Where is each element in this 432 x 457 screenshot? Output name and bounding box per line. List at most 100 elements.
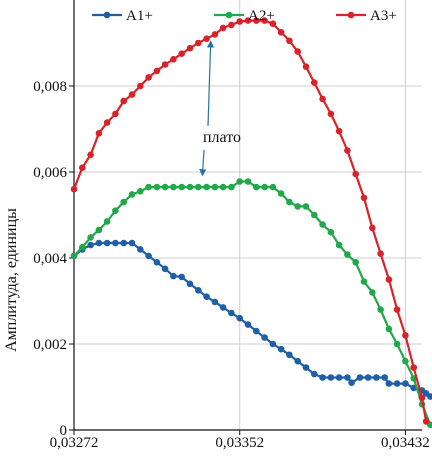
data-point-a1 — [228, 309, 235, 317]
series-group — [70, 17, 432, 429]
data-point-a1 — [145, 252, 152, 260]
data-point-a3 — [294, 48, 302, 55]
data-point-a3 — [244, 17, 252, 24]
data-point-a3 — [79, 164, 86, 171]
data-point-a2 — [402, 357, 409, 365]
data-point-a3 — [302, 63, 310, 70]
data-point-a1 — [186, 280, 194, 288]
data-point-a3 — [422, 418, 430, 425]
data-point-a1 — [319, 374, 326, 381]
data-point-a3 — [195, 39, 202, 47]
data-point-a3 — [70, 185, 78, 193]
data-point-a3 — [87, 151, 94, 159]
annotation-arrow — [206, 40, 215, 127]
data-point-a2 — [352, 259, 360, 266]
data-point-a2 — [79, 243, 86, 251]
legend-label-a3: A3+ — [370, 8, 397, 24]
data-point-a1 — [385, 380, 393, 387]
data-point-a2 — [120, 198, 127, 206]
data-point-a1 — [311, 370, 318, 378]
data-point-a3 — [277, 29, 285, 36]
data-point-a2 — [228, 183, 235, 191]
data-point-a2 — [219, 183, 227, 191]
data-point-a2 — [112, 207, 119, 214]
data-point-a3 — [402, 332, 409, 339]
data-point-a3 — [120, 97, 127, 105]
data-point-a1 — [277, 345, 285, 353]
data-point-a2 — [153, 183, 161, 191]
data-point-a3 — [145, 74, 152, 81]
data-point-a1 — [112, 239, 119, 247]
data-point-a1 — [427, 393, 432, 400]
data-point-a1 — [211, 298, 219, 306]
y-tick-label: 0,006 — [33, 165, 67, 181]
data-point-a3 — [286, 37, 293, 45]
data-point-a3 — [385, 276, 393, 283]
data-point-a1 — [356, 374, 364, 381]
y-tick-label: 0,002 — [33, 337, 67, 353]
data-point-a3 — [369, 224, 376, 232]
data-point-a3 — [178, 50, 185, 57]
data-point-a3 — [344, 147, 351, 154]
series-line-a3 — [72, 19, 428, 422]
data-point-a2 — [236, 178, 243, 185]
data-point-a2 — [252, 183, 260, 191]
series-a1 — [70, 239, 432, 400]
data-point-a2 — [244, 178, 252, 185]
data-point-a3 — [360, 194, 368, 202]
data-point-a2 — [203, 183, 210, 191]
data-point-a1 — [393, 380, 401, 387]
data-point-a1 — [364, 374, 372, 381]
data-point-a2 — [344, 251, 351, 258]
data-point-a1 — [286, 351, 293, 359]
data-point-a1 — [344, 374, 351, 381]
y-tick-label: 0,004 — [33, 251, 67, 267]
data-point-a2 — [269, 183, 277, 191]
data-point-a1 — [294, 357, 302, 365]
legend-item-a2: A2+ — [214, 8, 275, 24]
data-point-a2 — [385, 325, 393, 333]
data-point-a2 — [87, 234, 94, 241]
data-point-a1 — [261, 334, 268, 341]
data-point-a1 — [103, 239, 111, 247]
data-point-a1 — [87, 241, 94, 249]
data-point-a3 — [137, 82, 144, 90]
data-point-a1 — [219, 304, 227, 311]
data-point-a1 — [402, 380, 409, 387]
data-point-a2 — [393, 340, 401, 348]
data-point-a3 — [261, 17, 268, 24]
data-point-a1 — [195, 287, 202, 294]
y-axis-title: Амплитуда, единицы — [3, 208, 20, 352]
series-a3 — [70, 17, 430, 425]
x-tick-label: 0,03352 — [215, 435, 264, 451]
data-point-a2 — [178, 183, 185, 191]
data-point-a2 — [302, 203, 310, 210]
data-point-a3 — [252, 17, 260, 24]
annotation: плато — [199, 40, 241, 177]
data-point-a1 — [335, 374, 343, 381]
data-point-a3 — [311, 79, 318, 86]
data-point-a1 — [373, 374, 380, 381]
data-point-a3 — [219, 24, 227, 32]
data-point-a3 — [352, 170, 360, 178]
data-point-a3 — [418, 394, 426, 402]
data-point-a3 — [95, 130, 103, 137]
data-point-a1 — [153, 259, 161, 266]
data-point-a2 — [145, 183, 152, 191]
legend-item-a1: A1+ — [92, 8, 153, 24]
data-point-a2 — [294, 203, 302, 210]
data-point-a1 — [203, 293, 210, 301]
data-point-a1 — [244, 321, 252, 328]
data-point-a2 — [161, 183, 169, 191]
series-line-a1 — [73, 241, 431, 398]
data-point-a3 — [186, 44, 194, 52]
grid — [74, 0, 422, 430]
data-point-a3 — [112, 110, 119, 118]
series-line-a2 — [73, 180, 432, 426]
data-point-a2 — [70, 252, 78, 260]
data-point-a2 — [360, 278, 368, 285]
data-point-a1 — [120, 239, 127, 247]
x-tick-label: 0,03432 — [381, 435, 430, 451]
legend-label-a1: A1+ — [126, 8, 153, 24]
